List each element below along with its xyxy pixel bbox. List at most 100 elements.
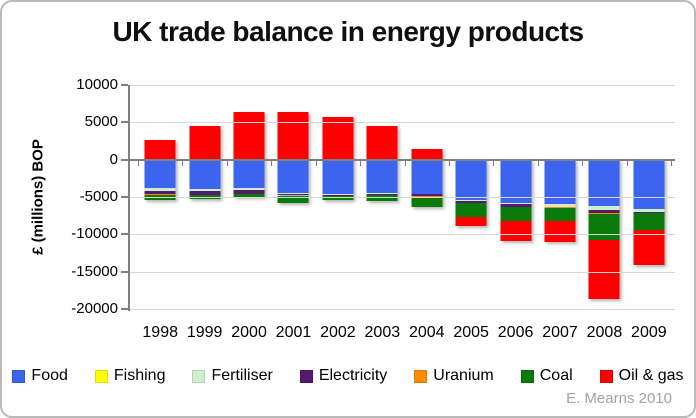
legend-swatch-uranium [414, 369, 428, 383]
x-label-2005: 2005 [453, 324, 489, 341]
bar-segment-oil-gas-2008 [588, 240, 620, 299]
legend-swatch-coal [520, 369, 534, 383]
bar-segment-food-2001 [277, 159, 309, 193]
y-tick-label: 5000 [84, 113, 118, 131]
bar-segment-electricity-2003 [366, 193, 398, 196]
legend-swatch-oil-gas [599, 369, 613, 383]
bar-segment-fertiliser-2007 [544, 204, 576, 207]
x-label-1998: 1998 [142, 324, 178, 341]
legend-item-food: Food [12, 367, 68, 385]
gridline [130, 122, 675, 124]
bar-segment-oil-gas-2009 [633, 230, 665, 265]
bar-segment-electricity-2004 [411, 194, 443, 197]
y-tick-label: -20000 [71, 300, 118, 317]
bar-column-2009 [627, 85, 671, 309]
x-tick-mark [537, 160, 539, 166]
legend-label-electricity: Electricity [318, 367, 388, 384]
bar-segment-food-2008 [588, 159, 620, 206]
bar-column-2008 [582, 85, 626, 309]
bar-column-1998 [138, 85, 182, 309]
bar-segment-fertiliser-2004 [411, 194, 443, 195]
x-label-2006: 2006 [497, 324, 534, 341]
y-tick-mark [121, 121, 128, 124]
legend: Food Fishing Fertiliser Electricity Uranium C… [12, 367, 684, 385]
bar-segment-coal-2006 [500, 206, 532, 221]
bar-segment-electricity-2002 [322, 195, 354, 197]
gridline [130, 271, 675, 273]
legend-label-oil-gas: Oil & gas [618, 367, 684, 384]
bar-segment-fertiliser-2006 [500, 202, 532, 205]
x-label-2007: 2007 [542, 324, 578, 341]
bar-segment-oil-gas-2003 [366, 126, 398, 159]
bar-segment-oil-gas-2006 [500, 220, 532, 242]
bar-segment-food-2006 [500, 159, 532, 203]
bar-segment-oil-gas-2002 [322, 117, 354, 159]
legend-label-uranium: Uranium [433, 367, 494, 384]
bar-segment-coal-2007 [544, 207, 576, 222]
bar-column-2002 [316, 85, 360, 309]
legend-item-electricity: Electricity [299, 367, 388, 385]
bar-segment-electricity-2008 [588, 210, 620, 214]
bar-segment-electricity-1998 [144, 191, 176, 195]
bar-segment-coal-2009 [633, 212, 665, 231]
x-label-2008: 2008 [586, 324, 623, 341]
bar-column-2006 [493, 85, 537, 309]
y-tick-label: -5000 [79, 188, 118, 205]
y-tick-label: -10000 [71, 225, 118, 243]
attribution: E. Mearns 2010 [566, 390, 672, 407]
x-label-1999: 1999 [186, 324, 223, 341]
chart-title: UK trade balance in energy products [112, 16, 584, 47]
x-tick-mark [138, 160, 139, 166]
y-tick-mark [121, 233, 128, 236]
bar-segment-fertiliser-2003 [366, 192, 398, 194]
bar-segment-oil-gas-2005 [455, 216, 487, 226]
bar-column-2003 [360, 85, 404, 309]
x-label-2000: 2000 [231, 324, 267, 341]
bar-segment-fertiliser-2000 [233, 188, 265, 191]
y-tick-mark [121, 308, 128, 310]
bar-segment-food-1999 [189, 159, 221, 189]
bar-segment-electricity-1999 [189, 191, 221, 195]
legend-item-uranium: Uranium [414, 367, 494, 385]
x-tick-mark [671, 160, 672, 166]
legend-swatch-food [12, 369, 26, 383]
bar-segment-oil-gas-2007 [544, 221, 576, 242]
bar-column-2004 [405, 85, 449, 309]
x-tick-mark [493, 160, 495, 166]
bar-segment-oil-gas-2000 [233, 111, 265, 159]
plot-area [124, 85, 675, 310]
gridline [130, 197, 675, 198]
x-tick-mark [448, 160, 450, 166]
bar-segment-fertiliser-2009 [633, 208, 665, 212]
legend-label-coal: Coal [539, 367, 573, 384]
bar-segment-coal-2001 [277, 195, 309, 204]
bar-segment-food-2007 [544, 159, 576, 205]
legend-label-fertiliser: Fertiliser [211, 367, 273, 384]
y-tick-mark [121, 196, 128, 198]
bar-segment-electricity-2009 [633, 211, 665, 213]
bar-segment-oil-gas-1999 [189, 126, 221, 159]
bar-segment-electricity-2006 [500, 204, 532, 207]
legend-swatch-fishing [94, 369, 108, 383]
bar-column-2001 [271, 85, 315, 309]
x-tick-mark [626, 160, 628, 166]
x-tick-mark [182, 160, 184, 166]
y-axis-line [128, 85, 130, 311]
x-label-2003: 2003 [364, 324, 401, 341]
x-tick-mark [360, 160, 362, 166]
x-axis-labels: 1998 1999 2000 2001 2002 2003 2004 2005 2006 2007… [138, 324, 671, 342]
bar-segment-food-2002 [322, 159, 354, 194]
y-tick-label: 10000 [76, 76, 118, 93]
x-label-2009: 2009 [631, 324, 667, 341]
bar-segment-food-2000 [233, 159, 265, 189]
gridline [130, 85, 675, 86]
bar-segment-fertiliser-1998 [144, 188, 176, 192]
bar-segment-food-2003 [366, 159, 398, 193]
gridline [130, 234, 675, 236]
bar-segment-food-2009 [633, 159, 665, 209]
x-tick-mark [315, 160, 317, 166]
legend-swatch-electricity [299, 369, 313, 383]
legend-item-oil-gas: Oil & gas [599, 367, 684, 385]
bar-segment-electricity-2005 [455, 200, 487, 204]
